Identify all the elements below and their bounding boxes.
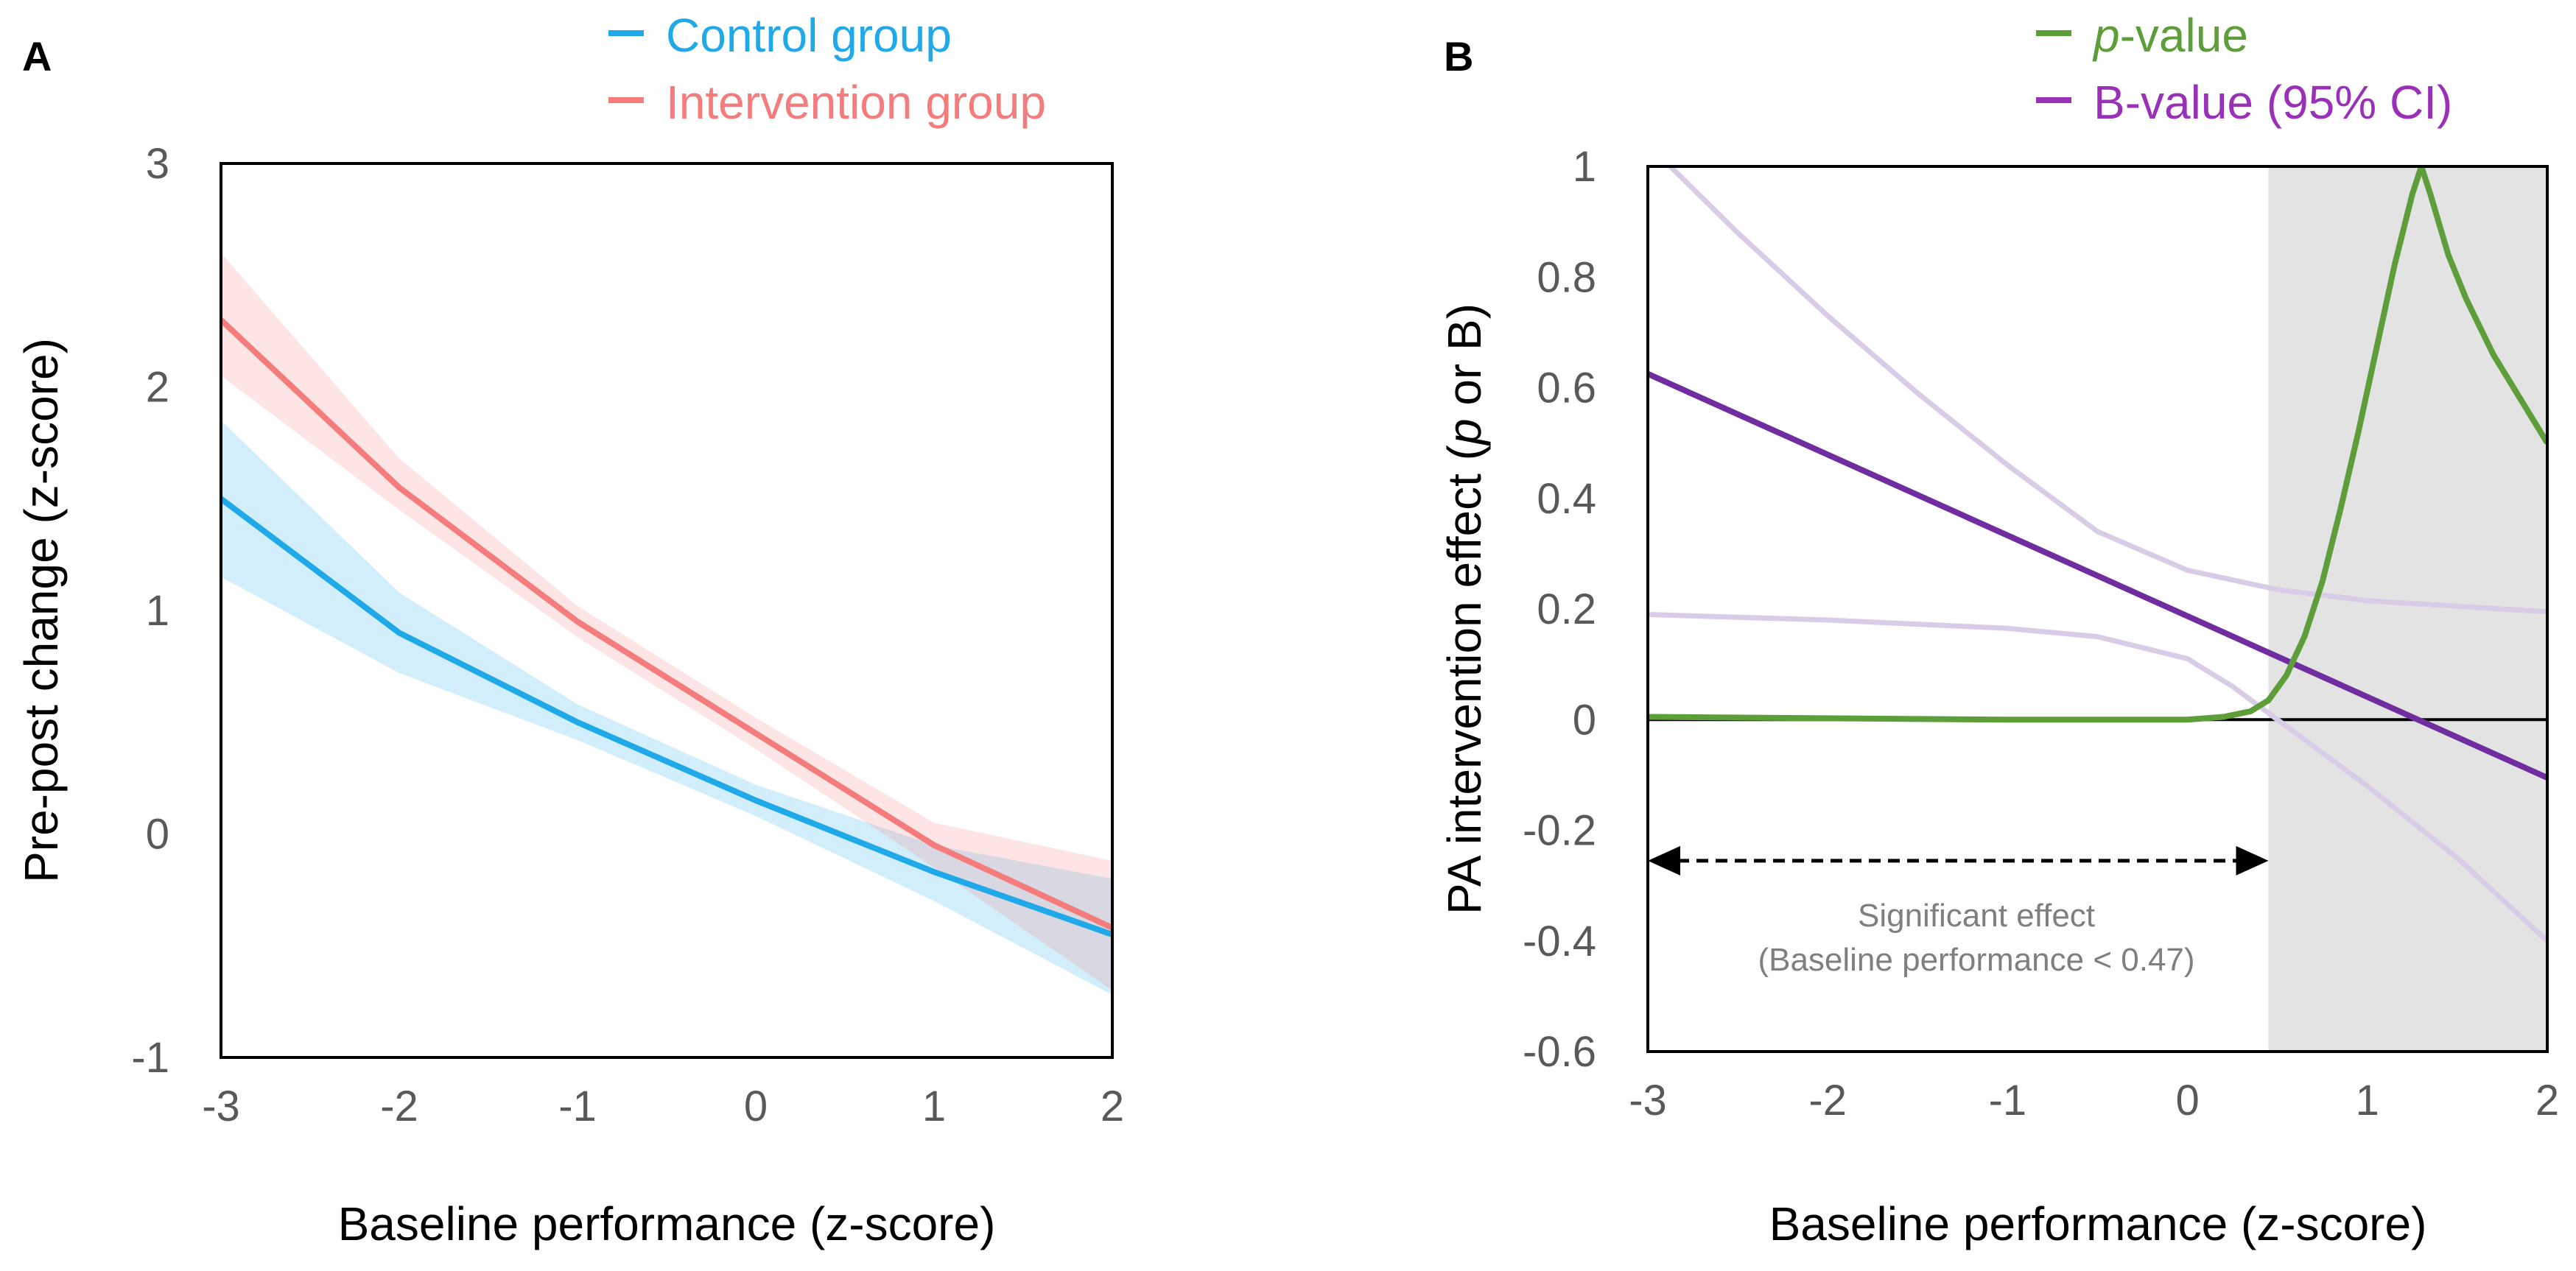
legend-label-intervention: Intervention group xyxy=(666,76,1046,129)
panel-b-y-tick-label: 1 xyxy=(1573,143,1596,191)
intervention-line xyxy=(219,317,1114,931)
panel-a-y-tick-label: 2 xyxy=(146,364,169,412)
panel-a-x-tick-label: -3 xyxy=(202,1082,240,1130)
panel-a-plot-area xyxy=(219,253,1114,995)
significance-annotation-line2: (Baseline performance < 0.47) xyxy=(1758,942,2194,978)
panel-b-label: B xyxy=(1444,33,1473,80)
control-ci-band xyxy=(221,420,1112,995)
significance-arrow-left-head xyxy=(1648,845,1680,876)
panel-a-legend: Control group Intervention group xyxy=(608,9,1046,129)
panel-a-x-tick-label: 1 xyxy=(922,1082,946,1130)
panel-b-x-tick-label: -2 xyxy=(1808,1077,1847,1124)
panel-a-x-tick-label: -1 xyxy=(558,1082,597,1130)
p-value-line xyxy=(1648,166,2547,723)
panel-b-y-tick-label: 0.8 xyxy=(1537,253,1596,301)
intervention-ci-band xyxy=(221,253,1112,990)
panel-b-x-tick-label: 0 xyxy=(2175,1077,2199,1124)
b-value-upper-ci-line xyxy=(1666,166,2547,615)
panel-b-y-axis-label-italic-p: p xyxy=(1438,418,1491,446)
panel-a-y-tick-label: 3 xyxy=(146,140,169,188)
legend-label-pvalue-rest: -value xyxy=(2120,9,2248,62)
panel-a-ticks: -3 -2 -1 0 1 2 -1 0 1 2 3 xyxy=(131,140,1124,1130)
panel-b-x-tick-label: 1 xyxy=(2356,1077,2379,1124)
significance-annotation-line1: Significant effect xyxy=(1858,898,2095,934)
control-line xyxy=(219,496,1114,937)
panel-a-x-tick-label: -2 xyxy=(380,1082,418,1130)
panel-a-label: A xyxy=(22,33,52,80)
panel-a-plot-frame xyxy=(220,162,1114,1059)
panel-b-y-tick-label: 0.4 xyxy=(1537,475,1596,523)
panel-b-plot-frame xyxy=(1646,165,2549,1053)
legend-label-pvalue: p-value xyxy=(2092,9,2248,62)
panel-b-ticks: -3 -2 -1 0 1 2 -0.6 -0.4 -0.2 0 0.2 0.4 0.6 0.8 1 xyxy=(1523,143,2559,1124)
panel-a-y-tick-label: 1 xyxy=(146,587,169,635)
panel-b-y-tick-label: -0.2 xyxy=(1523,807,1596,855)
panel-b-y-tick-label: -0.4 xyxy=(1523,918,1596,965)
panel-b-x-tick-label: -1 xyxy=(1989,1077,2027,1124)
b-value-lower-ci-line xyxy=(1648,612,2547,943)
panel-a-x-tick-label: 2 xyxy=(1101,1082,1124,1130)
legend-label-bvalue: B-value (95% CI) xyxy=(2094,76,2452,129)
panel-b-x-axis-label: Baseline performance (z-score) xyxy=(1769,1197,2427,1250)
panel-a-y-tick-label: -1 xyxy=(131,1034,169,1082)
panel-b-y-tick-label: 0.2 xyxy=(1537,585,1596,633)
panel-b-x-tick-label: -3 xyxy=(1629,1077,1667,1124)
panel-b-y-tick-label: 0 xyxy=(1573,696,1596,744)
panel-a-y-tick-label: 0 xyxy=(146,811,169,859)
panel-b-y-axis-label: PA intervention effect (p or B) xyxy=(1438,303,1491,915)
panel-b-legend: p-value B-value (95% CI) xyxy=(2036,9,2452,129)
panel-b-y-axis-label-part1: PA intervention effect ( xyxy=(1438,445,1491,915)
panel-a-x-tick-label: 0 xyxy=(744,1082,768,1130)
panel-b-y-tick-label: 0.6 xyxy=(1537,365,1596,412)
panel-a-y-axis-label: Pre-post change (z-score) xyxy=(15,338,68,883)
panel-b: B p-value B-value (95% CI) -3 -2 -1 0 1 2-0.6… xyxy=(1438,9,2559,1250)
panel-a: A Control group Intervention group -3 -2-… xyxy=(15,9,1124,1250)
significance-arrow-right-head xyxy=(2236,845,2269,876)
panel-a-x-axis-label: Baseline performance (z-score) xyxy=(338,1197,996,1250)
legend-label-pvalue-italic: p xyxy=(2092,9,2120,62)
b-value-line xyxy=(1648,371,2547,781)
panel-b-y-tick-label: -0.6 xyxy=(1523,1028,1596,1076)
panel-b-plot-area xyxy=(1648,166,2547,1052)
panel-b-x-tick-label: 2 xyxy=(2535,1077,2559,1124)
legend-label-control: Control group xyxy=(666,9,952,62)
panel-b-y-axis-label-part3: or B) xyxy=(1438,303,1491,418)
